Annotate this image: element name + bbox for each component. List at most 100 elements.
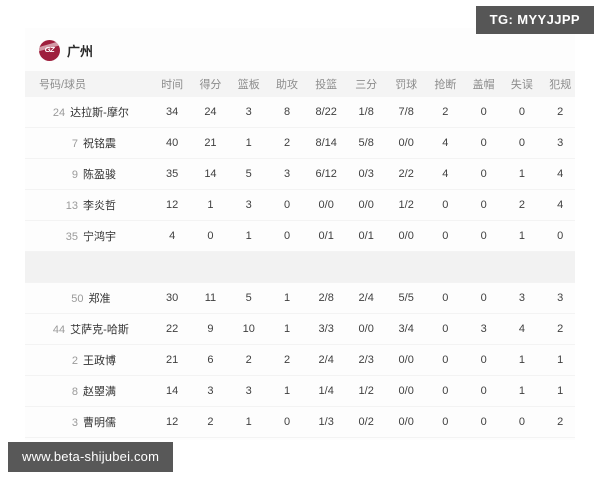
table-row[interactable]: 7 祝铭震 40 21 1 2 8/14 5/8 0/0 4 0 0 3 [25,127,575,159]
column-header-rebounds[interactable]: 篮板 [229,71,268,97]
player-name: 郑准 [88,293,111,305]
stat-fouls: 2 [541,406,575,438]
player-cell[interactable]: 13 李炎哲 [25,189,153,221]
stat-fieldgoals: 2/4 [306,344,347,376]
stat-steals: 0 [426,406,465,438]
stat-fieldgoals: 8/22 [306,97,347,128]
stat-blocks: 0 [464,375,503,407]
stat-rebounds: 3 [229,189,268,221]
table-row[interactable]: 10田宇恒100000/30/20/00001 [25,438,575,441]
stat-steals: 0 [426,375,465,407]
player-name: 王政博 [83,355,116,367]
stat-points: 6 [191,344,230,376]
player-cell[interactable]: 35 宁鸿宇 [25,220,153,252]
column-header-minutes[interactable]: 时间 [153,71,192,97]
stat-assists: 2 [267,127,307,159]
player-cell[interactable]: 7 祝铭震 [25,127,153,159]
stat-threepoint: 1/8 [346,97,387,128]
jersey-number: 7 [71,138,78,150]
player-name: 达拉斯-摩尔 [70,107,129,119]
jersey-number: 44 [52,324,66,336]
stat-minutes: 12 [153,189,192,221]
stat-steals: 4 [426,158,465,190]
column-header-points[interactable]: 得分 [191,71,230,97]
stat-turnovers: 0 [502,127,542,159]
team-logo-text: GZ [44,47,55,54]
stat-turnovers: 2 [502,189,542,221]
stat-minutes: 12 [153,406,192,438]
player-cell[interactable]: 2 王政博 [25,344,153,376]
table-row[interactable]: 8 赵曌满 14 3 3 1 1/4 1/2 0/0 0 0 1 1 [25,375,575,407]
column-header-threepoint[interactable]: 三分 [346,71,387,97]
stat-turnovers: 0 [502,406,542,438]
table-row[interactable]: 50 郑准 30 11 5 1 2/8 2/4 5/5 0 0 3 3 [25,282,575,314]
stat-assists: 0 [267,189,307,221]
stat-turnovers: 1 [502,375,542,407]
stat-freethrows: 7/8 [386,97,427,128]
stat-threepoint: 0/2 [346,438,386,441]
player-cell[interactable]: 44 艾萨克-哈斯 [25,313,153,345]
jersey-number: 13 [65,200,78,212]
table-row[interactable]: 3 曹明儒 12 2 1 0 1/3 0/2 0/0 0 0 0 2 [25,406,575,438]
stat-fouls: 3 [541,127,575,159]
stat-assists: 3 [267,158,307,190]
stat-threepoint: 2/4 [346,282,387,314]
stat-assists: 8 [267,97,307,128]
stat-fouls: 4 [541,158,575,190]
stat-blocks: 0 [464,189,503,221]
table-row[interactable]: 9 陈盈骏 35 14 5 3 6/12 0/3 2/2 4 0 1 4 [25,158,575,190]
stat-rebounds: 3 [229,375,268,407]
column-header-player[interactable]: 号码/球员 [25,71,153,97]
player-cell[interactable]: 24 达拉斯-摩尔 [25,97,153,128]
stat-threepoint: 1/2 [346,375,387,407]
stat-rebounds: 5 [229,282,268,314]
player-cell[interactable]: 3 曹明儒 [25,406,153,438]
stat-rebounds: 1 [229,220,268,252]
stat-threepoint: 0/2 [346,406,387,438]
stat-fouls: 1 [541,438,575,441]
stat-turnovers: 1 [502,158,542,190]
column-header-blocks[interactable]: 盖帽 [464,71,503,97]
stat-steals: 0 [426,189,465,221]
telegram-badge: TG: MYYJJPP [475,6,594,34]
stat-turnovers: 0 [503,438,541,441]
site-watermark: www.beta-shijubei.com [8,442,174,472]
stat-turnovers: 0 [502,97,542,128]
stat-freethrows: 0/0 [386,375,427,407]
jersey-number: 2 [71,355,78,367]
column-header-fouls[interactable]: 犯规 [541,71,575,97]
player-cell[interactable]: 10田宇恒 [25,438,153,441]
stat-freethrows: 3/4 [386,313,427,345]
stat-rebounds: 1 [229,127,268,159]
stat-points: 11 [191,282,230,314]
stat-turnovers: 1 [502,220,542,252]
stat-steals: 0 [426,344,465,376]
player-cell[interactable]: 8 赵曌满 [25,375,153,407]
player-stats-table: 号码/球员 时间 得分 篮板 助攻 投篮 三分 罚球 抢断 盖帽 失误 犯规 2… [25,71,575,440]
stat-freethrows: 0/0 [386,220,427,252]
stat-assists: 1 [267,313,307,345]
stat-minutes: 30 [153,282,192,314]
column-header-assists[interactable]: 助攻 [267,71,307,97]
jersey-number: 24 [52,107,66,119]
stat-minutes: 34 [153,97,192,128]
table-row[interactable]: 13 李炎哲 12 1 3 0 0/0 0/0 1/2 0 0 2 4 [25,189,575,221]
table-row[interactable]: 44 艾萨克-哈斯 22 9 10 1 3/3 0/0 3/4 0 3 4 2 [25,313,575,345]
column-header-turnovers[interactable]: 失误 [502,71,542,97]
stat-steals: 0 [426,438,464,441]
table-row[interactable]: 35 宁鸿宇 4 0 1 0 0/1 0/1 0/0 0 0 1 0 [25,220,575,252]
stat-turnovers: 3 [502,282,542,314]
table-row[interactable]: 24 达拉斯-摩尔 34 24 3 8 8/22 1/8 7/8 2 0 0 2 [25,97,575,128]
table-row[interactable]: 2 王政博 21 6 2 2 2/4 2/3 0/0 0 0 1 1 [25,344,575,376]
player-name: 赵曌满 [83,386,116,398]
stat-assists: 1 [267,282,307,314]
player-cell[interactable]: 50 郑准 [25,282,153,314]
jersey-number: 35 [65,231,78,243]
column-header-steals[interactable]: 抢断 [426,71,465,97]
player-cell[interactable]: 9 陈盈骏 [25,158,153,190]
column-header-freethrows[interactable]: 罚球 [386,71,427,97]
column-header-fieldgoals[interactable]: 投篮 [306,71,347,97]
stat-minutes: 10 [153,438,191,441]
stat-fieldgoals: 1/4 [306,375,347,407]
stat-minutes: 21 [153,344,192,376]
